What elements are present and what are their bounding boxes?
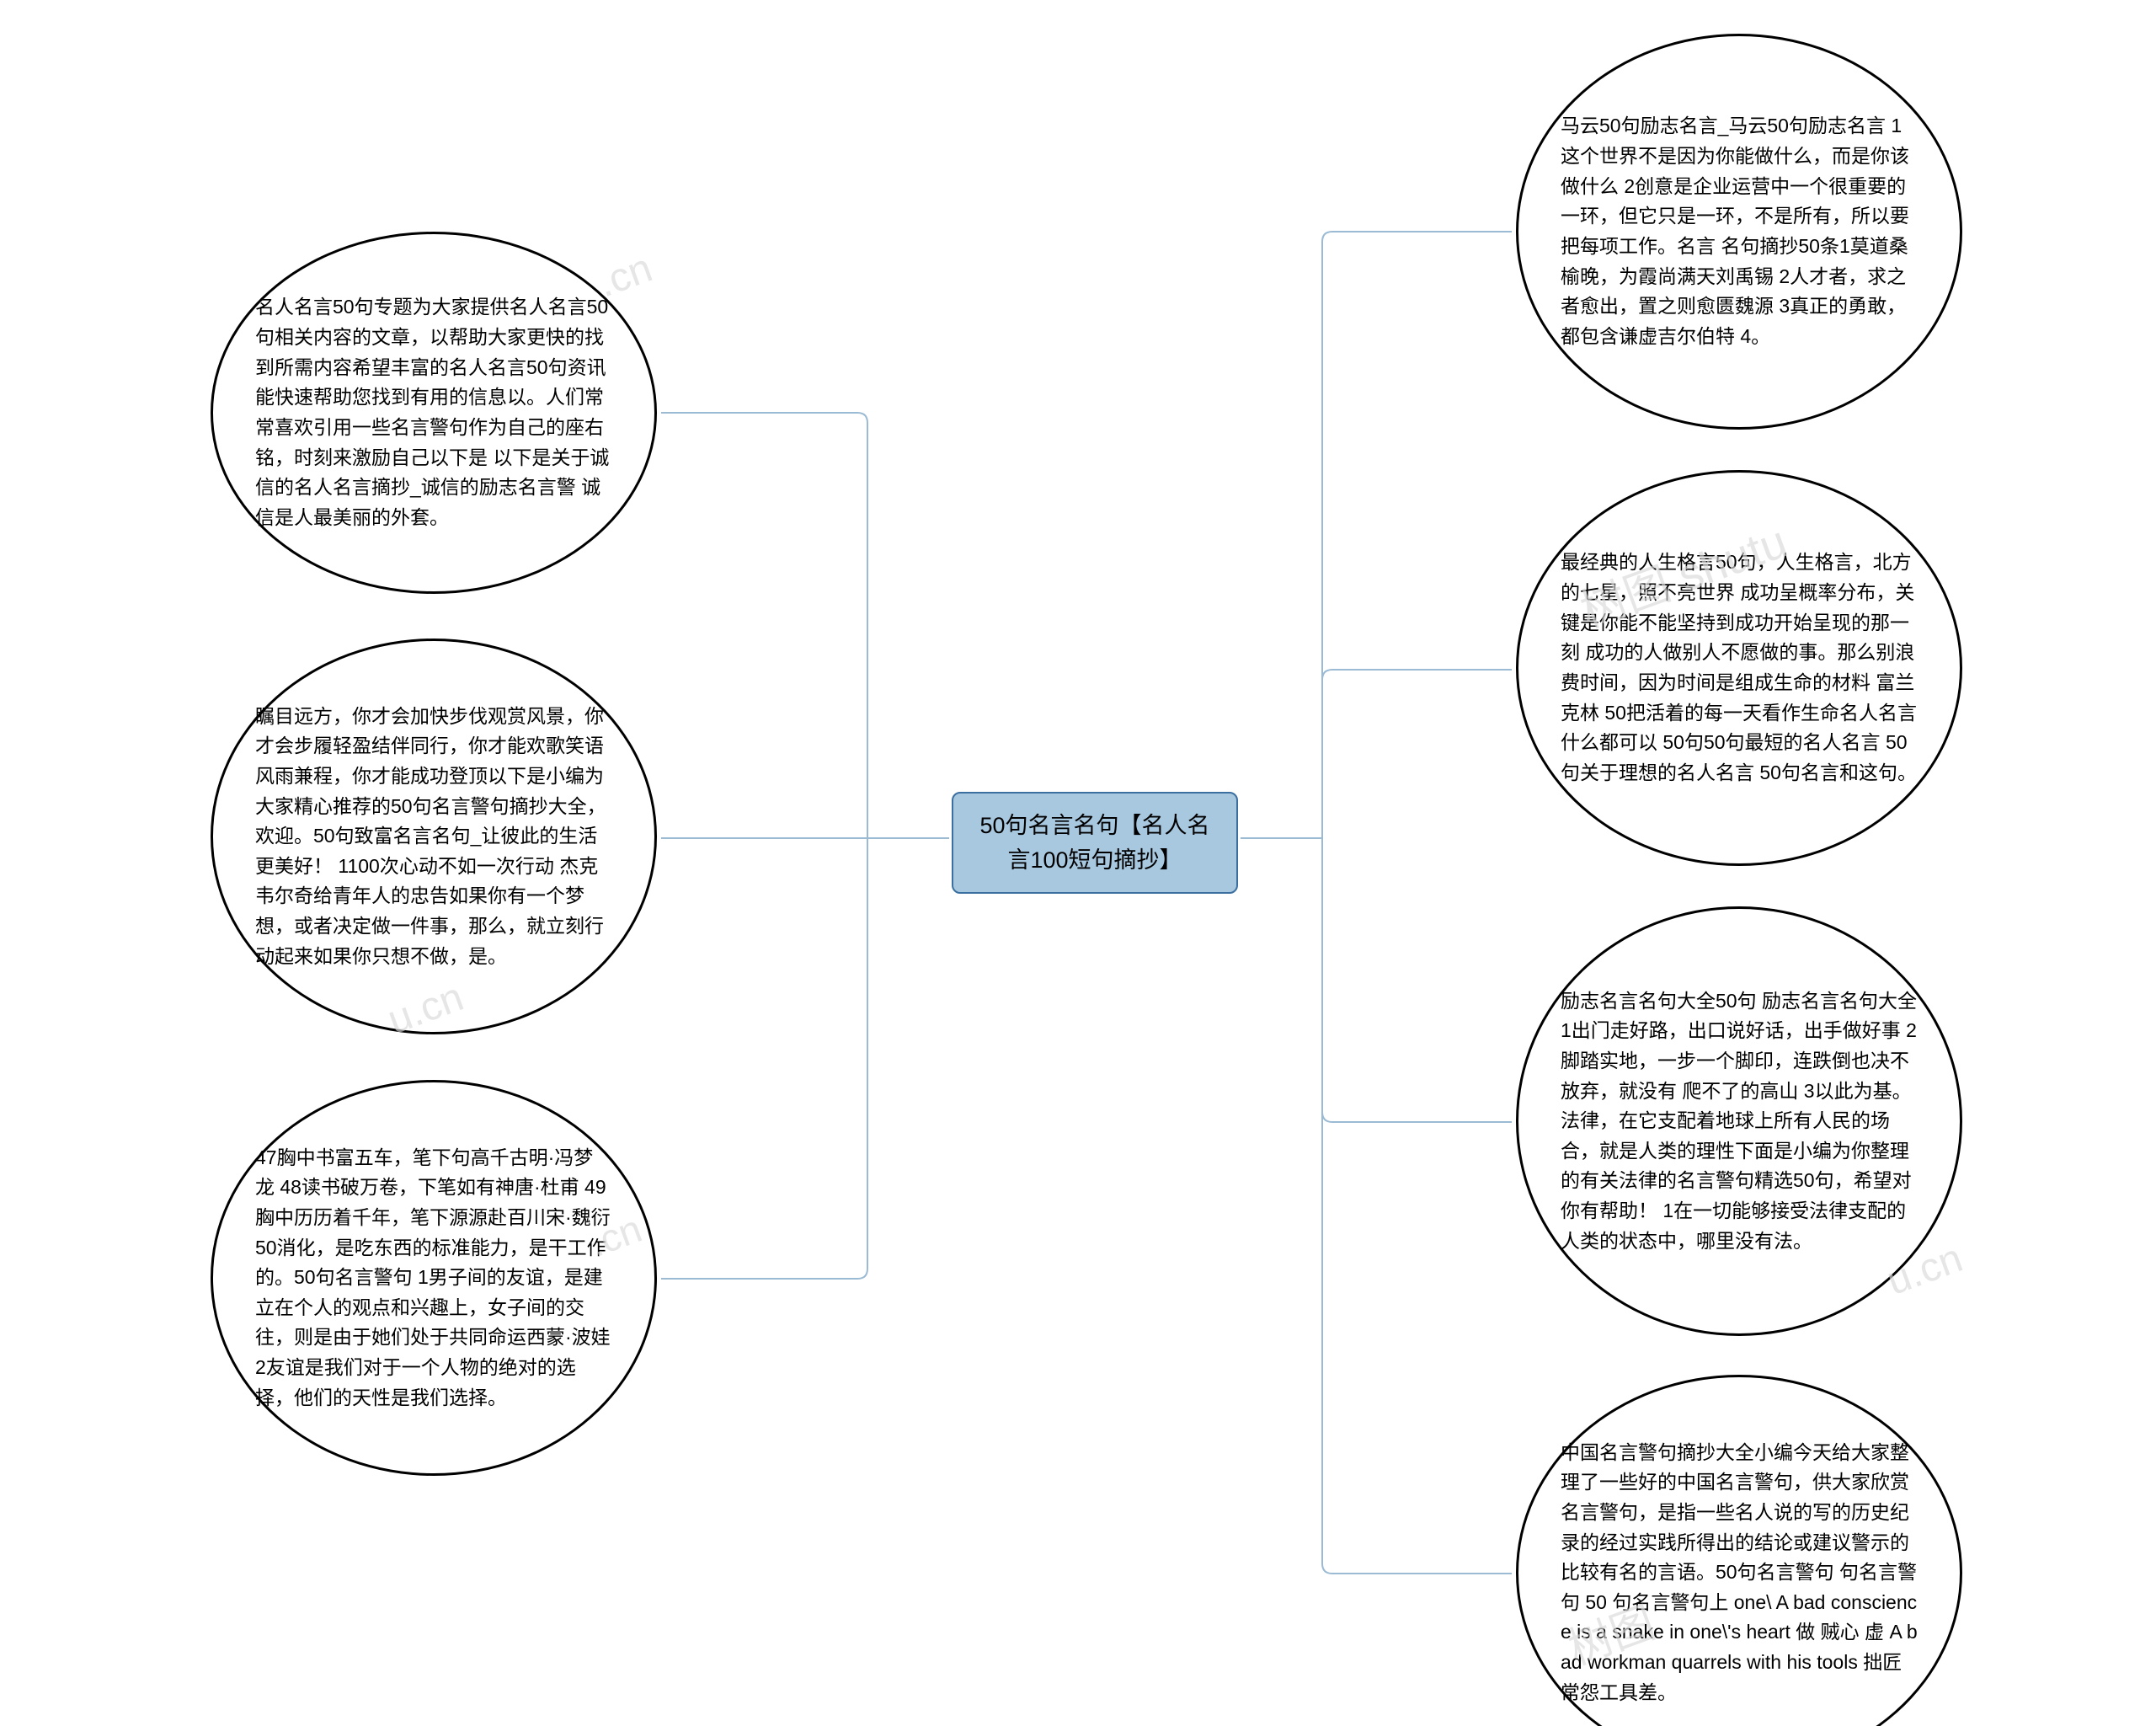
- left-node-2-text: 47胸中书富五车，笔下句高千古明·冯梦龙 48读书破万卷，下笔如有神唐·杜甫 4…: [255, 1143, 612, 1413]
- left-node-2[interactable]: 47胸中书富五车，笔下句高千古明·冯梦龙 48读书破万卷，下笔如有神唐·杜甫 4…: [211, 1080, 657, 1476]
- center-topic[interactable]: 50句名言名句【名人名言100短句摘抄】: [952, 792, 1238, 894]
- mindmap-canvas: 50句名言名句【名人名言100短句摘抄】 名人名言50句专题为大家提供名人名言5…: [0, 0, 2156, 1726]
- right-node-1-text: 最经典的人生格言50句，人生格言，北方的七星，照不亮世界 成功呈概率分布，关键是…: [1561, 548, 1918, 788]
- center-topic-text: 50句名言名句【名人名言100短句摘抄】: [979, 813, 1209, 873]
- right-node-0-text: 马云50句励志名言_马云50句励志名言 1这个世界不是因为你能做什么，而是你该做…: [1561, 111, 1918, 351]
- right-node-3-text: 中国名言警句摘抄大全小编今天给大家整理了一些好的中国名言警句，供大家欣赏名言警句…: [1561, 1438, 1918, 1708]
- right-node-2-text: 励志名言名句大全50句 励志名言名句大全 1出门走好路，出口说好话，出手做好事 …: [1561, 986, 1918, 1257]
- right-node-2[interactable]: 励志名言名句大全50句 励志名言名句大全 1出门走好路，出口说好话，出手做好事 …: [1516, 906, 1962, 1336]
- right-node-1[interactable]: 最经典的人生格言50句，人生格言，北方的七星，照不亮世界 成功呈概率分布，关键是…: [1516, 470, 1962, 866]
- left-node-0-text: 名人名言50句专题为大家提供名人名言50句相关内容的文章，以帮助大家更快的找到所…: [255, 292, 612, 532]
- left-node-0[interactable]: 名人名言50句专题为大家提供名人名言50句相关内容的文章，以帮助大家更快的找到所…: [211, 232, 657, 594]
- left-node-1[interactable]: 瞩目远方，你才会加快步伐观赏风景，你才会步履轻盈结伴同行，你才能欢歌笑语风雨兼程…: [211, 639, 657, 1034]
- right-node-0[interactable]: 马云50句励志名言_马云50句励志名言 1这个世界不是因为你能做什么，而是你该做…: [1516, 34, 1962, 430]
- left-node-1-text: 瞩目远方，你才会加快步伐观赏风景，你才会步履轻盈结伴同行，你才能欢歌笑语风雨兼程…: [255, 702, 612, 972]
- right-node-3[interactable]: 中国名言警句摘抄大全小编今天给大家整理了一些好的中国名言警句，供大家欣赏名言警句…: [1516, 1375, 1962, 1726]
